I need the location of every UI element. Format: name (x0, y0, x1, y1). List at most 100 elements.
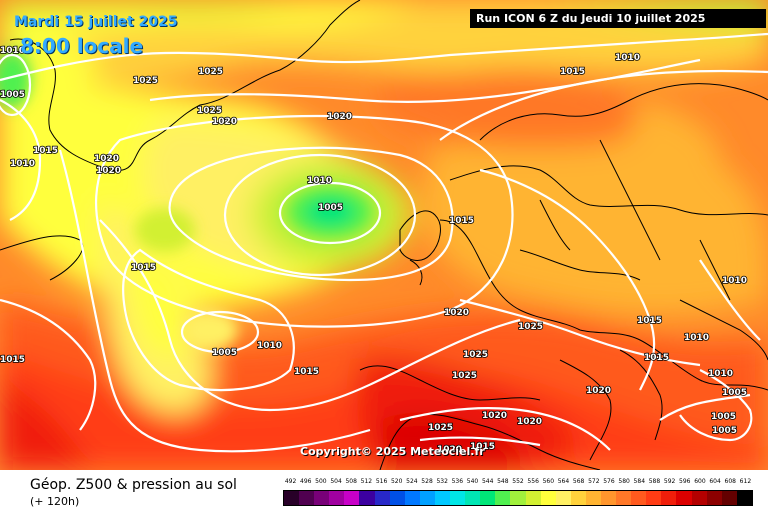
scale-label: 564 (557, 478, 570, 485)
scale-swatch (344, 491, 360, 505)
scale-label: 492 (284, 478, 297, 485)
footer-subtitle: (+ 120h) (30, 495, 80, 508)
scale-label: 536 (451, 478, 464, 485)
scale-swatch (721, 491, 737, 505)
isobar-label-1010-b: 1010 (10, 159, 35, 169)
scale-swatch (600, 491, 617, 505)
isobar-label-1010-g: 1010 (684, 333, 709, 343)
scale-swatch (510, 491, 526, 505)
isobar-1010-east (699, 259, 761, 341)
scale-label: 504 (330, 478, 342, 485)
scale-label: 556 (527, 478, 539, 485)
isobar-label-1010-h: 1010 (708, 369, 733, 379)
isobar-label-1005-d: 1005 (722, 388, 747, 398)
geopotential-field (0, 0, 768, 470)
isobar-label-1020-i: 1020 (586, 386, 611, 396)
footer: Géop. Z500 & pression au sol (+ 120h) 49… (0, 470, 768, 512)
isobar-label-1010-d: 1010 (257, 341, 282, 351)
scale-label: 560 (542, 478, 555, 485)
isobar-1025-east (459, 298, 701, 367)
scale-label: 608 (724, 478, 736, 485)
isobar-label-1020-g: 1020 (517, 417, 542, 427)
isobar-label-1025-f: 1025 (452, 371, 477, 381)
isobar-label-1015-d: 1015 (560, 67, 585, 77)
isobar-label-1020-c: 1020 (212, 117, 237, 127)
scale-swatch (329, 491, 345, 505)
isobar-1005-greenland (0, 53, 32, 117)
isobar-label-1015-b: 1015 (449, 216, 474, 226)
scale-label: 496 (300, 478, 312, 485)
isobar-label-1015-i: 1015 (0, 355, 25, 365)
color-scale (283, 490, 753, 506)
scale-swatch (465, 491, 481, 505)
scale-label: 532 (436, 478, 448, 485)
isobar-1020-south (99, 219, 521, 412)
isobar-label-1010-c: 1010 (307, 176, 332, 186)
scale-swatch (495, 491, 511, 505)
scale-swatch (540, 491, 556, 505)
isobar-label-1015-c: 1015 (131, 263, 156, 273)
scale-label: 512 (360, 478, 373, 485)
scale-swatch (616, 491, 632, 505)
isobar-label-1005-c: 1005 (212, 348, 237, 358)
isobar-1010-low (223, 153, 417, 277)
scale-label: 576 (603, 478, 615, 485)
scale-swatch (585, 491, 601, 505)
isobar-label-1025-c: 1025 (197, 106, 222, 116)
scale-label: 600 (694, 478, 706, 485)
scale-label: 524 (406, 478, 418, 485)
scale-swatch (691, 491, 707, 505)
isobar-1010-east-b (659, 393, 751, 421)
isobar-label-1020-f: 1020 (482, 411, 507, 421)
scale-swatch (480, 491, 496, 505)
isobar-label-1020-a: 1020 (94, 154, 119, 164)
isobar-label-1020-e: 1020 (444, 308, 469, 318)
scale-label: 604 (709, 478, 721, 485)
scale-label: 596 (679, 478, 691, 485)
coastlines (0, 0, 768, 470)
scale-label: 540 (466, 478, 479, 485)
scale-swatch (676, 491, 692, 505)
weather-map: 1010 1005 1025 1025 1015 1010 1020 1020 1025 1020… (0, 0, 768, 470)
forecast-time: 8:00 locale (20, 34, 144, 58)
copyright-text: Copyright© 2025 Meteociel.fr (300, 445, 485, 458)
isobars (0, 32, 768, 453)
isobar-1005-low (278, 181, 382, 245)
isobar-label-1005-f: 1005 (712, 426, 737, 436)
isobar-1010-greenland (0, 99, 42, 221)
isobar-label-1025-g: 1025 (428, 423, 453, 433)
isobar-label-1005-e: 1005 (711, 412, 736, 422)
scale-swatch (389, 491, 405, 505)
scale-swatch (404, 491, 420, 505)
isobar-label-1015-g: 1015 (637, 316, 662, 326)
isobar-label-1010-f: 1010 (722, 276, 747, 286)
scale-label: 584 (633, 478, 646, 485)
scale-label: 516 (375, 478, 388, 485)
scale-label: 508 (345, 478, 357, 485)
isobar-label-1025-d: 1025 (518, 322, 543, 332)
color-scale-labels: 492 496 500 504 508 512 516 520 524 528 532 536 540 5… (283, 478, 753, 489)
scale-swatch (374, 491, 390, 505)
scale-swatch (359, 491, 375, 505)
isobar-label-1015-e: 1015 (294, 367, 319, 377)
scale-label: 544 (481, 478, 494, 485)
isobar-label-1015-f: 1015 (470, 442, 495, 452)
forecast-date: Mardi 15 juillet 2025 (14, 14, 178, 30)
isobar-label-1015-a: 1015 (33, 146, 58, 156)
scale-label: 580 (618, 478, 630, 485)
isobar-1015-north (439, 69, 768, 141)
scale-label: 520 (390, 478, 403, 485)
scale-swatch (570, 491, 586, 505)
scale-swatch (661, 491, 677, 505)
scale-swatch (525, 491, 541, 505)
isobar-1020-ring (95, 115, 514, 328)
scale-label: 612 (739, 478, 752, 485)
isobar-1015-low (168, 146, 454, 282)
scale-swatch (646, 491, 662, 505)
scale-swatch (450, 491, 466, 505)
isobar-label-1025-a: 1025 (133, 76, 158, 86)
run-label: Run ICON 6 Z du Jeudi 10 juillet 2025 (470, 9, 766, 28)
scale-label: 572 (588, 478, 600, 485)
